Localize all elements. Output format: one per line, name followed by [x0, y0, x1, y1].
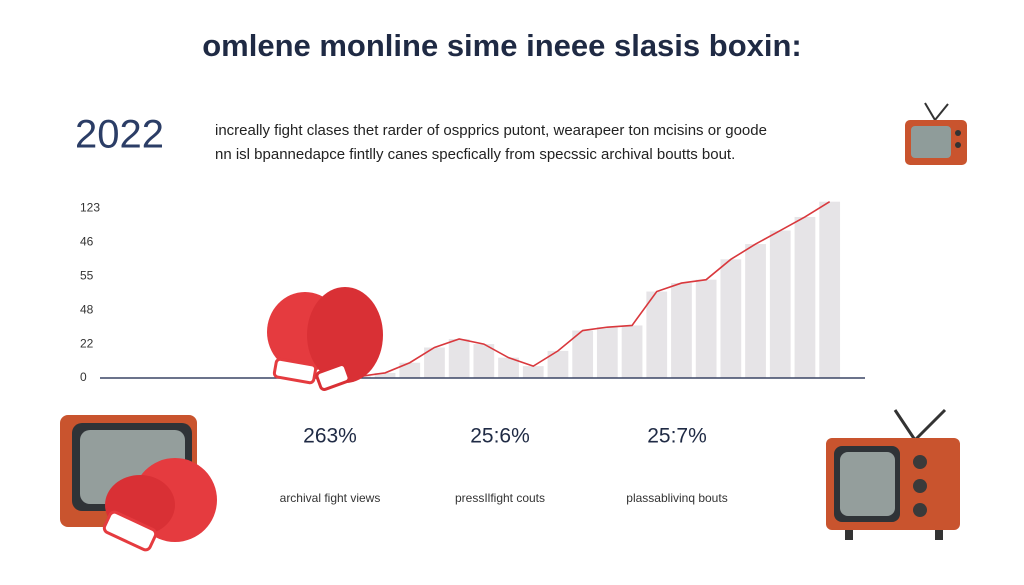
bar [794, 216, 816, 378]
bar [769, 230, 791, 378]
bar [695, 279, 717, 378]
bar [720, 259, 742, 378]
bar [374, 372, 396, 378]
bar [473, 344, 495, 378]
trend-line [360, 201, 831, 378]
stat-value: 263% [303, 425, 357, 448]
bar [646, 291, 668, 378]
stats: 263% archival fight views 25:6% pressIlf… [280, 425, 728, 506]
bar [547, 350, 569, 378]
boxing-glove [102, 458, 217, 552]
year: 2022 [75, 113, 164, 157]
tv-icon [826, 408, 960, 540]
chart: 0 22 48 55 46 123 [80, 201, 865, 384]
bar [572, 330, 594, 378]
y-tick-label: 48 [80, 302, 94, 316]
description-line: increally fight clases thet rarder of os… [215, 122, 767, 139]
bar [399, 362, 421, 378]
y-tick-label: 0 [80, 370, 87, 384]
bar [424, 347, 445, 378]
bar [522, 366, 544, 378]
y-tick-label: 123 [80, 201, 100, 215]
y-tick-label: 55 [80, 268, 94, 282]
stat-value: 25:6% [470, 425, 530, 448]
stat-label: pressIlfight couts [455, 491, 545, 505]
description-line: nn isl bpannedapce fintlly canes specfic… [215, 146, 735, 163]
title: omlene monline sime ineee slasis boxin: [202, 28, 802, 63]
y-tick-label: 46 [80, 235, 94, 249]
bar [745, 244, 766, 378]
bar [498, 357, 519, 378]
stat-value: 25:7% [647, 425, 707, 448]
bar [596, 327, 618, 378]
stat-label: archival fight views [280, 491, 381, 505]
tv-icon [905, 102, 967, 165]
y-tick-label: 22 [80, 336, 94, 350]
bar [621, 325, 643, 378]
bar [448, 339, 470, 378]
bar [671, 283, 692, 378]
bar [819, 201, 841, 378]
stat-label: plassablivinq bouts [626, 491, 727, 505]
boxing-glove [267, 287, 383, 391]
